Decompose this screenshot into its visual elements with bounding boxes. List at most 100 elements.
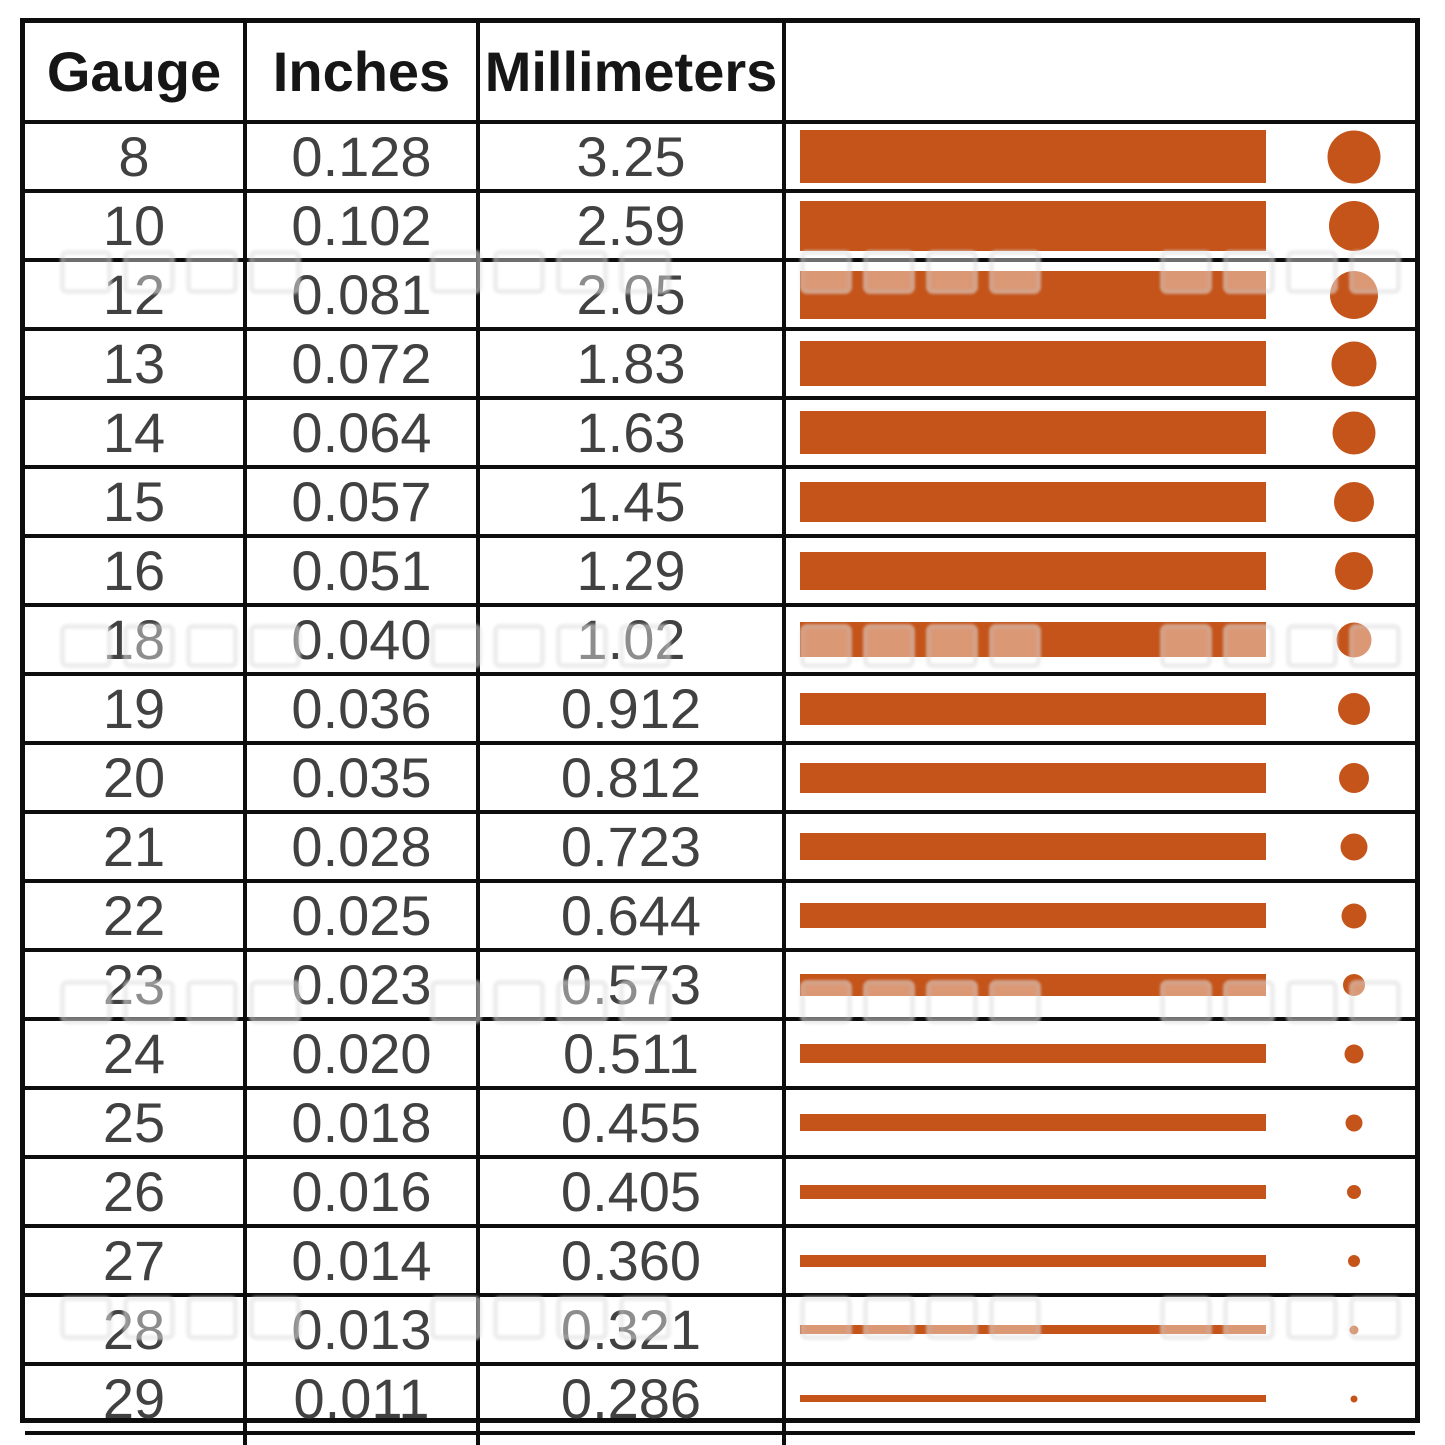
wire-thickness-bar <box>800 1114 1266 1131</box>
gauge-cell: 19 <box>25 672 243 741</box>
wire-cross-section-dot <box>1332 411 1376 454</box>
wire-gauge-table: Gauge Inches Millimeters 8 0.128 3.25 10 0.1… <box>20 18 1420 1445</box>
wire-thickness-bar <box>800 973 1266 996</box>
millimeters-cell: 0.812 <box>476 741 782 810</box>
wire-size-visual-cell <box>782 1017 1415 1086</box>
wire-size-visual-cell <box>782 810 1415 879</box>
millimeters-cell: 0.405 <box>476 1155 782 1224</box>
inches-cell: 0.023 <box>243 948 476 1017</box>
wire-cross-section-dot <box>1331 341 1377 386</box>
wire-thickness-bar <box>800 411 1266 454</box>
header-millimeters: Millimeters <box>476 23 782 120</box>
wire-cross-section-dot <box>1329 200 1379 251</box>
wire-thickness-bar <box>800 200 1266 251</box>
millimeters-cell: 1.29 <box>476 534 782 603</box>
gauge-cell: 22 <box>25 879 243 948</box>
wire-cross-section-dot <box>1349 1325 1359 1334</box>
millimeters-cell: 2.05 <box>476 258 782 327</box>
gauge-cell: 30 <box>25 1431 243 1445</box>
wire-thickness-bar <box>800 481 1266 522</box>
inches-cell: 0.014 <box>243 1224 476 1293</box>
wire-thickness-bar <box>800 341 1266 386</box>
wire-cross-section-dot <box>1330 270 1378 319</box>
gauge-cell: 15 <box>25 465 243 534</box>
wire-size-visual-cell <box>782 534 1415 603</box>
wire-size-visual-cell <box>782 465 1415 534</box>
wire-thickness-bar <box>800 692 1266 725</box>
wire-cross-section-dot <box>1334 481 1374 522</box>
wire-cross-section-dot <box>1345 1114 1363 1131</box>
wire-thickness-bar <box>800 130 1266 183</box>
gauge-cell: 21 <box>25 810 243 879</box>
gauge-cell: 26 <box>25 1155 243 1224</box>
wire-thickness-bar <box>800 903 1266 928</box>
wire-thickness-bar <box>800 1254 1266 1267</box>
wire-cross-section-dot <box>1336 622 1372 657</box>
gauge-cell: 14 <box>25 396 243 465</box>
wire-thickness-bar <box>800 1395 1266 1402</box>
millimeters-cell: 0.360 <box>476 1224 782 1293</box>
gauge-cell: 10 <box>25 189 243 258</box>
wire-size-visual-cell <box>782 120 1415 189</box>
wire-cross-section-dot <box>1348 1254 1360 1267</box>
wire-cross-section-dot <box>1335 551 1373 590</box>
wire-cross-section-dot <box>1327 130 1381 183</box>
wire-thickness-bar <box>800 1044 1266 1063</box>
gauge-cell: 18 <box>25 603 243 672</box>
wire-cross-section-dot <box>1344 1044 1364 1063</box>
millimeters-cell: 1.63 <box>476 396 782 465</box>
millimeters-cell: 0.286 <box>476 1362 782 1431</box>
inches-cell: 0.040 <box>243 603 476 672</box>
wire-cross-section-dot <box>1341 903 1367 928</box>
header-visual-empty <box>782 23 1415 120</box>
inches-cell: 0.016 <box>243 1155 476 1224</box>
inches-cell: 0.020 <box>243 1017 476 1086</box>
gauge-cell: 12 <box>25 258 243 327</box>
millimeters-cell: 0.573 <box>476 948 782 1017</box>
wire-thickness-bar <box>800 270 1266 319</box>
millimeters-cell: 2.59 <box>476 189 782 258</box>
millimeters-cell: 0.511 <box>476 1017 782 1086</box>
inches-cell: 0.010 <box>243 1431 476 1445</box>
inches-cell: 0.013 <box>243 1293 476 1362</box>
wire-cross-section-dot <box>1350 1395 1358 1402</box>
inches-cell: 0.072 <box>243 327 476 396</box>
wire-size-visual-cell <box>782 603 1415 672</box>
inches-cell: 0.018 <box>243 1086 476 1155</box>
gauge-cell: 13 <box>25 327 243 396</box>
gauge-cell: 8 <box>25 120 243 189</box>
wire-size-visual-cell <box>782 189 1415 258</box>
millimeters-cell: 1.45 <box>476 465 782 534</box>
gauge-cell: 28 <box>25 1293 243 1362</box>
wire-cross-section-dot <box>1347 1184 1361 1199</box>
millimeters-cell: 1.02 <box>476 603 782 672</box>
gauge-cell: 20 <box>25 741 243 810</box>
wire-size-visual-cell <box>782 1224 1415 1293</box>
inches-cell: 0.128 <box>243 120 476 189</box>
inches-cell: 0.102 <box>243 189 476 258</box>
wire-size-visual-cell <box>782 672 1415 741</box>
millimeters-cell: 0.912 <box>476 672 782 741</box>
inches-cell: 0.051 <box>243 534 476 603</box>
wire-thickness-bar <box>800 551 1266 590</box>
gauge-cell: 23 <box>25 948 243 1017</box>
millimeters-cell: 0.321 <box>476 1293 782 1362</box>
inches-cell: 0.057 <box>243 465 476 534</box>
inches-cell: 0.036 <box>243 672 476 741</box>
gauge-cell: 25 <box>25 1086 243 1155</box>
wire-thickness-bar <box>800 1184 1266 1199</box>
millimeters-cell: 1.83 <box>476 327 782 396</box>
wire-thickness-bar <box>800 1325 1266 1334</box>
wire-cross-section-dot <box>1339 762 1369 793</box>
wire-thickness-bar <box>800 833 1266 860</box>
wire-cross-section-dot <box>1343 973 1365 996</box>
wire-size-visual-cell <box>782 327 1415 396</box>
wire-size-visual-cell <box>782 1431 1415 1445</box>
gauge-cell: 29 <box>25 1362 243 1431</box>
millimeters-cell: 0.723 <box>476 810 782 879</box>
wire-size-visual-cell <box>782 741 1415 810</box>
header-gauge: Gauge <box>46 40 222 103</box>
wire-size-visual-cell <box>782 879 1415 948</box>
wire-size-visual-cell <box>782 1362 1415 1431</box>
